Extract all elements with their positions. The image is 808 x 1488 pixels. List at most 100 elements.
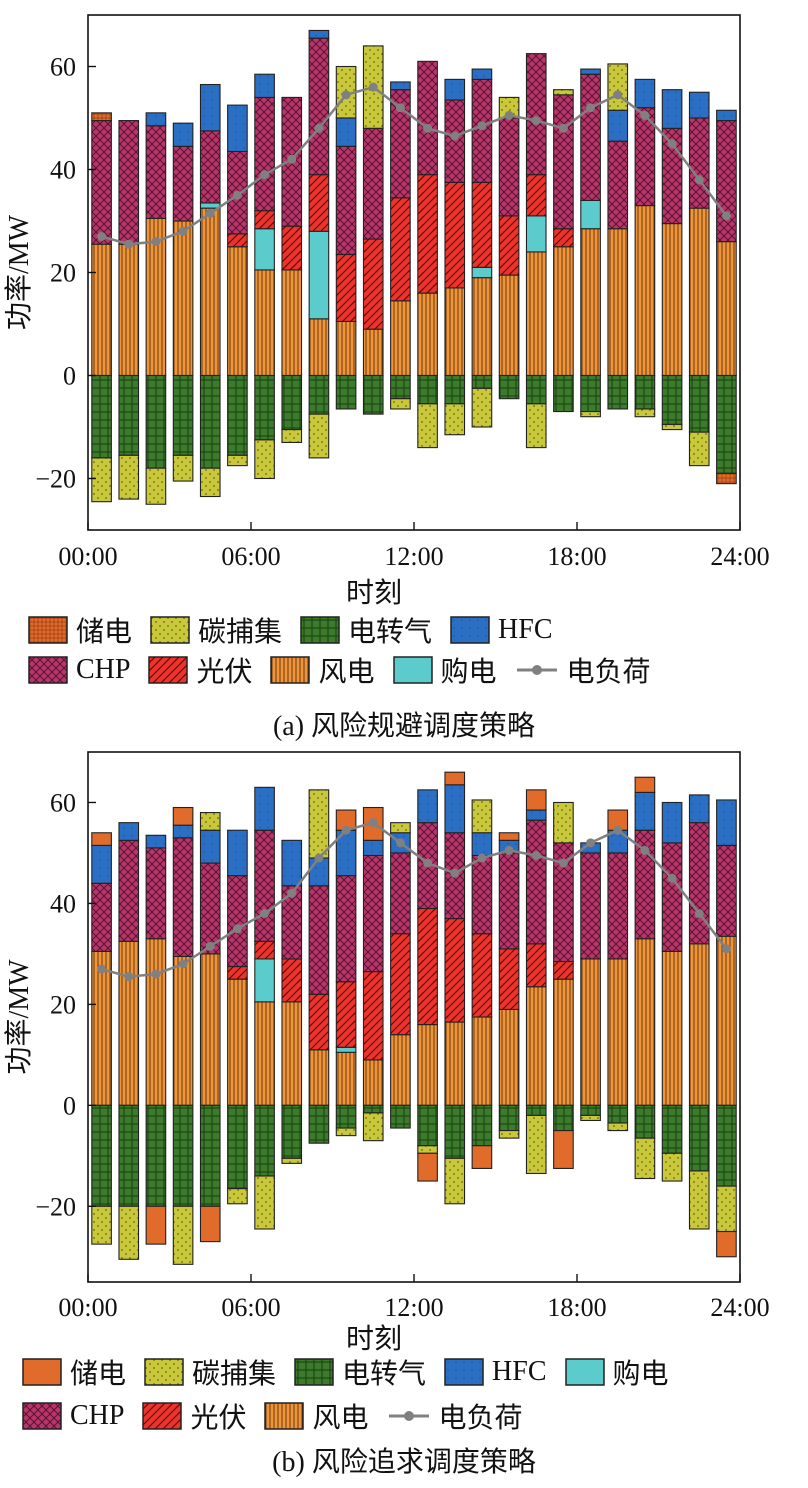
- legend-item-storage: 储电: [22, 1352, 126, 1392]
- bar-pv-h13: [417, 174, 438, 294]
- bar-hfc-h15: [471, 832, 493, 857]
- bar-chp-h22: [661, 842, 683, 952]
- legend-label: 购电: [440, 657, 497, 688]
- bar-hfc-h4: [172, 824, 194, 839]
- bar-ccs-neg-h11: [362, 1112, 384, 1142]
- bar-p2g-neg-h19: [580, 374, 601, 413]
- legend-swatch-storage: [22, 1358, 62, 1386]
- load-point-h22: [667, 873, 677, 883]
- bar-pv-h8: [281, 225, 303, 271]
- legend-item-wind: 风电: [264, 1396, 369, 1436]
- load-line: [101, 85, 728, 246]
- bar-pv-h16: [498, 215, 520, 276]
- x-tick-label: 06:00: [221, 1293, 280, 1322]
- bar-p2g-neg-h18: [553, 1104, 574, 1132]
- legend-label: 电负荷: [566, 657, 651, 688]
- bar-storage-neg-h24: [716, 472, 737, 485]
- legend-label: HFC: [498, 614, 553, 645]
- bar-chp-h12: [390, 852, 411, 935]
- bar-pv-h11: [362, 238, 384, 330]
- bar-hfc-h11: [362, 839, 384, 857]
- legend-swatch-p2g: [294, 1358, 334, 1386]
- chart-panel-a: −20 0 20 40 60 00:00 06:00 12:00 18:00 24:00 时刻 功率/…: [3, 14, 770, 609]
- legend-item-hfc: HFC: [444, 1356, 547, 1388]
- bar-pv-h18: [553, 960, 574, 980]
- bar-wind-h18: [553, 246, 574, 377]
- load-point-h12: [395, 838, 405, 848]
- bar-chp-h4: [172, 837, 194, 957]
- bar-wind-h1: [91, 243, 112, 377]
- bar-buy-h7: [254, 958, 275, 1003]
- bar-p2g-neg-h19: [580, 1104, 601, 1116]
- bar-pv-h7: [254, 940, 275, 960]
- bar-chp-h11: [362, 854, 384, 973]
- load-point-h12: [395, 103, 405, 113]
- bar-ccs-neg-h21: [634, 408, 656, 418]
- bar-chp-h24: [716, 120, 737, 243]
- legend-a-row1: 储电 碳捕集 电转气 HFC: [28, 610, 571, 650]
- bar-ccs-neg-h16: [498, 1130, 520, 1139]
- load-point-h6: [232, 924, 242, 934]
- load-point-h17: [531, 850, 541, 860]
- bar-chp-h16: [498, 852, 520, 950]
- load-point-h20: [613, 90, 623, 100]
- bar-hfc-h15: [471, 68, 493, 80]
- bar-storage-h21: [634, 776, 656, 793]
- legend-swatch-wind: [264, 1402, 305, 1430]
- bar-p2g-neg-h15: [471, 374, 493, 389]
- bar-pv-h15: [471, 181, 493, 268]
- bar-wind-h19: [580, 228, 601, 377]
- bar-ccs-neg-h13: [417, 1145, 438, 1154]
- bar-chp-h11: [362, 127, 384, 240]
- bar-ccs-neg-h2: [118, 454, 140, 500]
- load-point-h13: [423, 858, 433, 868]
- load-point-h20: [613, 825, 623, 835]
- load-point-h21: [640, 110, 650, 120]
- bar-wind-h24: [716, 935, 737, 1106]
- load-point-h8: [287, 888, 297, 898]
- load-point-h15: [477, 853, 487, 863]
- bar-p2g-neg-h16: [498, 1104, 520, 1132]
- bar-chp-h10: [335, 145, 357, 256]
- bar-wind-h4: [172, 220, 194, 377]
- load-point-h11: [368, 818, 378, 828]
- bar-pv-h9: [308, 174, 330, 232]
- legend-label: 碳捕集: [198, 617, 283, 648]
- bar-p2g-neg-h5: [199, 1104, 221, 1207]
- bar-wind-h11: [362, 1059, 384, 1106]
- x-tick-label: 12:00: [384, 542, 443, 571]
- load-point-h9: [314, 853, 324, 863]
- bar-ccs-neg-h15: [471, 387, 493, 428]
- legend-b-row1: 储电 碳捕集 电转气 HFC 购电: [22, 1352, 687, 1392]
- bar-p2g-neg-h14: [444, 374, 466, 405]
- x-tick-label: 00:00: [58, 542, 117, 571]
- load-point-h23: [694, 175, 704, 185]
- bar-pv-h6: [227, 965, 248, 980]
- y-tick-label: −20: [35, 1192, 76, 1221]
- bar-wind-h13: [417, 1024, 438, 1106]
- bar-p2g-neg-h11: [362, 1104, 384, 1114]
- bar-pv-h13: [417, 907, 438, 1026]
- bar-chp-h14: [444, 99, 466, 183]
- bar-hfc-h17: [525, 809, 547, 821]
- legend-label: 碳捕集: [192, 1359, 277, 1390]
- bar-pv-h12: [390, 197, 411, 302]
- bar-wind-h16: [498, 1008, 520, 1106]
- bar-pv-h18: [553, 228, 574, 248]
- x-axis-label: 时刻: [346, 1323, 402, 1355]
- bar-hfc-h3: [145, 834, 167, 849]
- chart-panel-b: −20 0 20 40 60 00:00 06:00 12:00 18:00 24:00 时刻 功率/…: [3, 751, 770, 1355]
- load-point-h10: [341, 90, 351, 100]
- bar-buy-h17: [525, 215, 547, 253]
- bar-wind-h7: [254, 1001, 275, 1106]
- bar-pv-h6: [227, 233, 248, 248]
- bar-chp-h9: [308, 37, 330, 176]
- legend-swatch-ccs: [144, 1358, 184, 1386]
- x-tick-label: 18:00: [547, 1293, 606, 1322]
- bar-hfc-h19: [580, 68, 601, 75]
- legend-swatch-ccs: [150, 616, 190, 644]
- bar-chp-h17: [525, 819, 547, 945]
- legend-label: 电转气: [348, 617, 433, 648]
- legend-item-buy: 购电: [564, 1352, 669, 1392]
- legend-item-pv: 光伏: [148, 650, 252, 690]
